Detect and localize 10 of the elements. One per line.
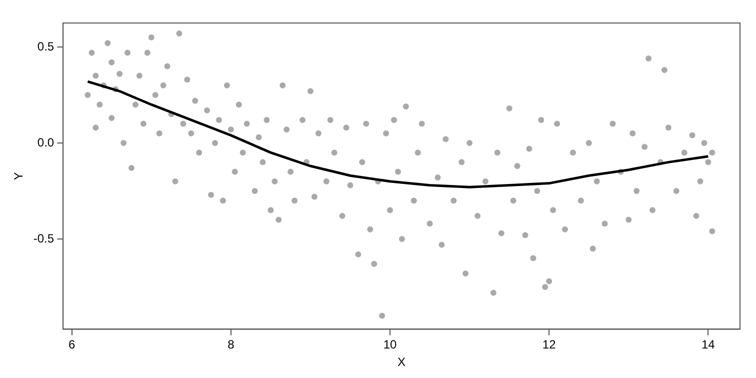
x-tick-label: 6	[68, 338, 76, 352]
x-tick-label: 14	[702, 338, 716, 352]
y-tick-label: -0.5	[33, 231, 54, 246]
x-tick-label: 12	[542, 338, 556, 352]
y-tick-label: 0.0	[37, 135, 54, 150]
y-tick-label: 0.5	[37, 39, 54, 54]
x-tick-label: 8	[228, 338, 235, 352]
x-tick-label: 10	[383, 338, 397, 352]
y-axis-title: Y	[12, 172, 26, 180]
x-axis-title: X	[398, 355, 406, 370]
